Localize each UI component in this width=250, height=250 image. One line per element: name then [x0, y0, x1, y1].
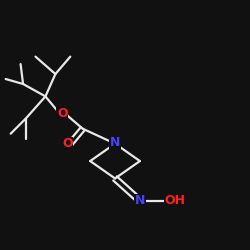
Text: O: O: [62, 137, 73, 150]
Text: N: N: [110, 136, 120, 149]
Text: N: N: [135, 194, 145, 207]
Text: OH: OH: [164, 194, 185, 207]
Text: O: O: [57, 107, 68, 120]
